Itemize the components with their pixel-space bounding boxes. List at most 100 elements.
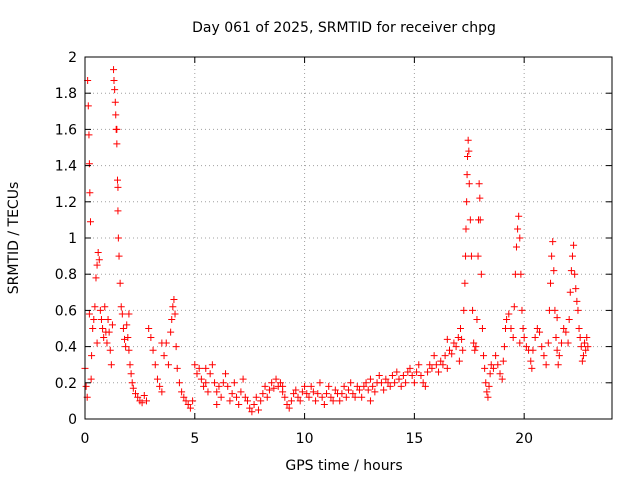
y-tick-label: 2 (68, 50, 77, 66)
data-point (211, 379, 219, 387)
data-point (538, 343, 546, 351)
data-point (127, 370, 135, 378)
data-point (241, 393, 249, 401)
data-point (122, 343, 130, 351)
data-point (439, 361, 447, 369)
data-point (380, 386, 388, 394)
data-point (145, 325, 153, 332)
data-point (125, 346, 133, 354)
data-point (283, 401, 291, 409)
data-point (517, 270, 525, 278)
data-point (105, 328, 113, 336)
data-point (366, 397, 374, 405)
data-point (450, 339, 458, 347)
data-point (94, 248, 102, 256)
data-point (134, 393, 142, 401)
data-point (252, 393, 260, 401)
data-point (430, 352, 438, 360)
data-point (456, 325, 464, 332)
data-point (462, 252, 470, 260)
data-point (178, 388, 186, 396)
data-point (503, 315, 511, 323)
data-point (583, 334, 591, 342)
data-point (464, 153, 472, 161)
data-point (460, 306, 468, 314)
data-point (169, 303, 177, 311)
data-point (500, 343, 508, 351)
data-point (301, 382, 309, 390)
data-point (454, 334, 462, 342)
data-point (509, 334, 517, 342)
chart-title: Day 061 of 2025, SRMTID for receiver chp… (192, 20, 496, 36)
data-point (171, 310, 179, 318)
data-point (582, 346, 590, 354)
data-point (455, 357, 463, 365)
data-point (512, 243, 520, 251)
data-point (113, 140, 121, 148)
data-point (85, 310, 93, 318)
data-point (529, 346, 537, 354)
data-point (575, 325, 583, 332)
data-point (565, 315, 573, 323)
data-point (156, 382, 164, 390)
data-point (562, 328, 570, 336)
data-point (294, 393, 302, 401)
data-point (309, 388, 317, 396)
data-point (516, 234, 524, 242)
data-point (349, 390, 357, 398)
y-tick-label: 0.6 (55, 303, 77, 319)
x-tick-label: 20 (515, 431, 533, 447)
data-point (235, 401, 243, 409)
data-point (446, 346, 454, 354)
data-point (443, 335, 451, 343)
data-point (224, 382, 232, 390)
data-point (320, 401, 328, 409)
data-point (486, 370, 494, 378)
data-point (237, 388, 245, 396)
data-point (138, 399, 146, 407)
data-point (547, 279, 555, 287)
data-point (175, 379, 183, 387)
data-point (478, 325, 486, 332)
data-point (345, 386, 352, 394)
data-point (476, 194, 484, 202)
data-point (566, 288, 574, 296)
data-point (110, 77, 118, 85)
data-point (314, 390, 322, 398)
data-point (421, 382, 429, 390)
y-tick-label: 1.4 (55, 159, 77, 175)
data-point (172, 343, 180, 351)
data-point (88, 352, 96, 360)
data-point (153, 375, 161, 383)
data-point (86, 189, 94, 197)
data-point (303, 390, 311, 398)
data-point (182, 397, 190, 405)
data-point (413, 368, 421, 376)
data-point (191, 361, 199, 369)
data-point (576, 334, 584, 342)
data-point (101, 303, 109, 311)
data-point (459, 346, 467, 354)
data-point (542, 361, 550, 369)
data-point (496, 370, 504, 378)
data-point (113, 125, 121, 133)
data-point (112, 111, 120, 119)
y-tick-label: 0.4 (55, 340, 77, 356)
data-point (126, 361, 134, 369)
data-point (168, 315, 176, 323)
data-point (193, 370, 201, 378)
axes: 00.20.40.60.811.21.41.61.820 5 10 15 20 (55, 50, 612, 447)
data-point (202, 364, 210, 372)
data-point (489, 364, 497, 372)
data-point (577, 343, 585, 351)
x-axis-label: GPS time / hours (285, 458, 402, 474)
data-point (336, 397, 344, 405)
data-point (474, 252, 482, 260)
data-point (270, 384, 278, 392)
data-point (544, 339, 552, 347)
data-point (279, 382, 287, 390)
data-point (189, 397, 197, 405)
data-point (84, 102, 92, 110)
data-point (239, 375, 247, 383)
data-point (217, 393, 225, 401)
